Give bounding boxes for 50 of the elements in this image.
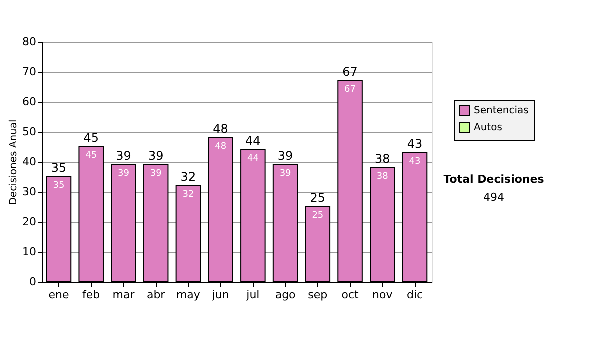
x-tick-label: oct bbox=[342, 288, 360, 302]
total-label: 38 bbox=[375, 152, 390, 166]
data-label: 32 bbox=[182, 190, 194, 200]
x-tick-label: feb bbox=[82, 288, 100, 302]
text: Total Decisiones bbox=[444, 173, 545, 186]
data-label: 39 bbox=[150, 169, 162, 179]
data-label: 45 bbox=[86, 151, 98, 161]
data-label: 39 bbox=[118, 169, 130, 179]
data-label: 67 bbox=[344, 85, 356, 95]
text: 494 bbox=[484, 191, 504, 204]
y-tick-label: 50 bbox=[22, 126, 36, 138]
y-tick-label: 20 bbox=[22, 216, 36, 228]
x-tick-label: ago bbox=[275, 288, 296, 302]
x-tick-label: nov bbox=[372, 288, 394, 302]
legend-label: Autos bbox=[474, 122, 502, 134]
data-label: 44 bbox=[247, 154, 260, 164]
total-label: 32 bbox=[180, 170, 196, 184]
y-tick-label: 10 bbox=[22, 246, 36, 258]
total-label: 48 bbox=[213, 122, 228, 136]
total-label: 39 bbox=[116, 149, 132, 163]
total-label: 35 bbox=[51, 161, 67, 175]
data-label: 43 bbox=[409, 157, 421, 167]
x-tick-label: may bbox=[176, 288, 201, 302]
y-axis-title: Decisiones Anual bbox=[8, 120, 20, 206]
y-tick-label: 60 bbox=[22, 96, 36, 108]
total-label: 39 bbox=[148, 149, 164, 163]
total-label: 45 bbox=[84, 131, 99, 145]
total-label: 43 bbox=[407, 137, 423, 151]
y-tick-label: 0 bbox=[30, 276, 36, 288]
y-tick-label: 30 bbox=[22, 186, 36, 198]
y-tick-label: 40 bbox=[22, 156, 36, 168]
y-tick-label: 80 bbox=[22, 36, 36, 48]
x-tick-label: dic bbox=[406, 288, 424, 302]
x-tick-label: sep bbox=[308, 288, 328, 302]
x-tick-label: mar bbox=[112, 288, 136, 302]
x-tick-label: jun bbox=[211, 288, 230, 302]
data-label: 35 bbox=[53, 181, 65, 191]
x-tick-label: jul bbox=[246, 288, 260, 302]
data-label: 48 bbox=[215, 142, 227, 152]
total-label: 39 bbox=[278, 149, 294, 163]
y-tick-label: 70 bbox=[22, 66, 36, 78]
total-label: 67 bbox=[342, 65, 358, 79]
legend-label: Sentencias bbox=[474, 106, 529, 116]
data-label: 39 bbox=[280, 169, 292, 179]
x-tick-label: ene bbox=[48, 288, 70, 302]
total-label: 25 bbox=[310, 191, 326, 205]
total-label: 44 bbox=[246, 134, 261, 148]
data-label: 25 bbox=[312, 211, 324, 221]
x-tick-label: abr bbox=[146, 288, 166, 302]
data-label: 38 bbox=[376, 172, 389, 182]
